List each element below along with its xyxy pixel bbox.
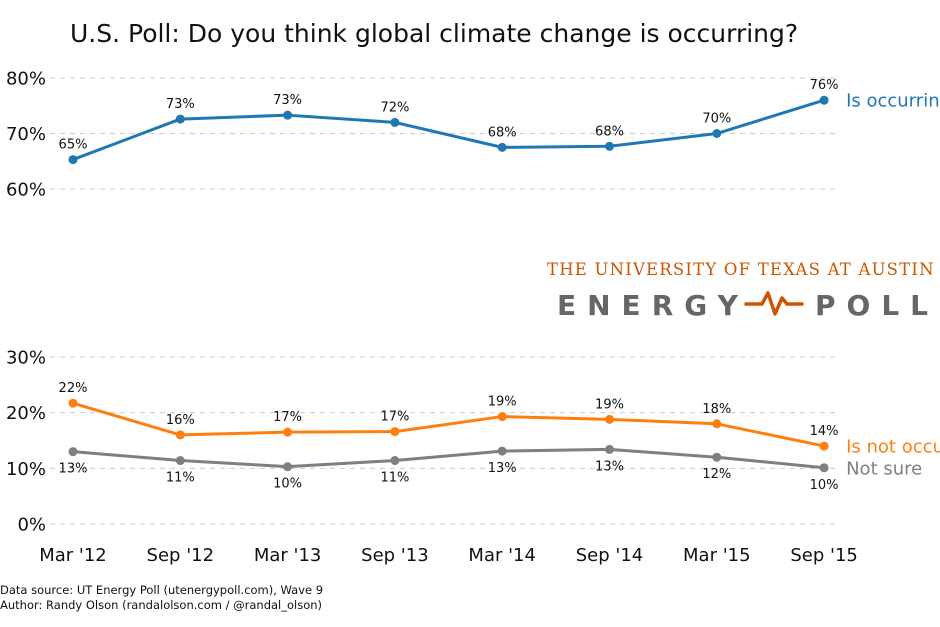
x-tick-label: Sep '15 — [790, 545, 858, 566]
data-point — [283, 462, 293, 472]
data-label: 13% — [488, 461, 517, 476]
x-tick-label: Mar '13 — [254, 545, 322, 566]
data-point — [390, 456, 400, 466]
data-label: 19% — [488, 395, 517, 410]
x-tick-label: Sep '14 — [576, 545, 644, 566]
data-point — [175, 430, 185, 440]
top-panel: 60% 70% 80% 65% 73% 73% 72% 68% 68% 70% 76% Is occu… — [6, 69, 940, 201]
y-tick-label: 60% — [6, 180, 46, 201]
data-label: 11% — [166, 471, 195, 486]
data-label: 12% — [702, 467, 731, 482]
data-point — [819, 95, 829, 105]
series-line — [72, 98, 825, 161]
data-label: 17% — [273, 410, 302, 425]
data-point — [497, 142, 507, 152]
data-point — [605, 141, 614, 151]
y-tick-label: 30% — [6, 348, 46, 369]
series-line — [72, 401, 825, 448]
x-axis: Mar '12 Sep '12 Mar '13 Sep '13 Mar '14 Sep '… — [39, 545, 858, 566]
author-note: Author: Randy Olson (randalolson.com / @… — [0, 598, 322, 612]
data-label: 68% — [595, 124, 624, 139]
data-label: 73% — [166, 97, 195, 112]
data-point — [283, 110, 293, 120]
data-label: 65% — [59, 138, 88, 153]
data-point — [175, 456, 185, 466]
data-point — [175, 114, 185, 124]
data-label: 16% — [166, 413, 195, 428]
energy-poll-logo: THE UNIVERSITY OF TEXAS AT AUSTIN ENERGY… — [547, 260, 939, 322]
series-name-label: Is occurring — [846, 91, 940, 112]
y-tick-label: 70% — [6, 124, 46, 145]
data-source-note: Data source: UT Energy Poll (utenergypol… — [0, 583, 323, 597]
data-label: 19% — [595, 397, 624, 412]
series-name-label: Not sure — [846, 458, 922, 479]
data-point — [819, 463, 829, 473]
data-label: 68% — [488, 125, 517, 140]
y-tick-label: 20% — [6, 403, 46, 424]
x-tick-label: Mar '15 — [683, 545, 751, 566]
x-tick-label: Mar '12 — [39, 545, 107, 566]
data-point — [283, 427, 293, 437]
data-label: 14% — [810, 424, 839, 439]
data-point — [68, 447, 78, 457]
data-point — [605, 414, 614, 424]
y-tick-label: 10% — [6, 459, 46, 480]
data-label: 13% — [59, 462, 88, 477]
x-tick-label: Sep '12 — [147, 545, 215, 566]
data-label: 10% — [810, 478, 839, 493]
x-tick-label: Mar '14 — [468, 545, 536, 566]
chart-title: U.S. Poll: Do you think global climate c… — [70, 19, 798, 48]
data-point — [712, 129, 722, 138]
logo-poll-text: POLL — [815, 289, 939, 322]
data-point — [68, 398, 78, 408]
data-label: 17% — [380, 410, 409, 425]
data-point — [68, 155, 78, 165]
data-label: 76% — [810, 78, 839, 93]
data-point — [605, 444, 614, 454]
data-point — [819, 441, 829, 451]
series-line — [72, 447, 825, 470]
data-label: 72% — [380, 100, 409, 115]
data-label: 13% — [595, 459, 624, 474]
data-point — [497, 446, 507, 456]
data-point — [390, 427, 400, 437]
bottom-panel: 0% 10% 20% 30% 22% 16% 17% 17% 19% 19% 18% 14% Is no… — [6, 348, 940, 536]
y-tick-label: 80% — [6, 69, 46, 90]
data-label: 22% — [59, 381, 88, 396]
data-label: 73% — [273, 93, 302, 108]
series-name-label: Is not occurring — [846, 437, 940, 458]
data-point — [712, 419, 722, 429]
data-point — [390, 117, 400, 127]
y-tick-label: 0% — [17, 515, 46, 536]
logo-university-text: THE UNIVERSITY OF TEXAS AT AUSTIN — [547, 260, 935, 279]
data-label: 10% — [273, 477, 302, 492]
pulse-wave-icon — [744, 291, 804, 316]
data-label: 11% — [380, 471, 409, 486]
x-tick-label: Sep '13 — [361, 545, 429, 566]
data-point — [712, 452, 722, 462]
data-label: 70% — [702, 112, 731, 127]
data-point — [497, 412, 507, 422]
data-label: 18% — [702, 402, 731, 417]
logo-energy-text: ENERGY — [557, 289, 749, 322]
